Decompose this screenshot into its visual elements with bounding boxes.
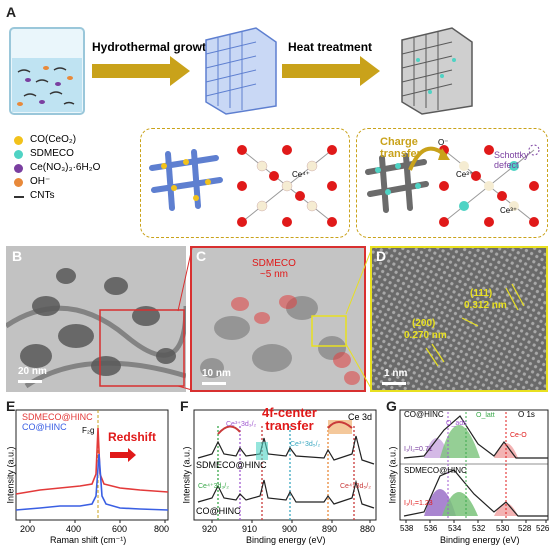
- panel-label-a: A: [6, 4, 17, 20]
- legend-dot-sdmeco: [14, 150, 23, 159]
- sdmeco-size-label: SDMECO ~5 nm: [252, 258, 296, 280]
- o-minus-label: O⁻: [438, 138, 449, 147]
- lattice-right: [439, 144, 540, 227]
- o1s-ylabel: Intensity (a.u.): [387, 446, 398, 504]
- schottky-label: Schottky defect: [494, 150, 529, 170]
- legend-oh: OH⁻: [30, 176, 51, 187]
- legend-cnts: CNTs: [30, 190, 55, 201]
- arrow-hydrothermal: [92, 56, 190, 86]
- legend-dot-oh: [14, 178, 23, 187]
- panel-label-c: C: [196, 248, 207, 264]
- plane-200: (200): [412, 318, 436, 329]
- o1s-bot-label: SDMECO@HINC: [404, 466, 467, 475]
- callout-box-right: [356, 128, 548, 238]
- xps-o1s-plot: [399, 409, 549, 523]
- o-latt-label-top: O_latt: [476, 412, 495, 419]
- legend-dot-ce: [14, 164, 23, 173]
- ce-o-label: Ce-O: [510, 432, 527, 439]
- scale-d: 1 nm: [384, 368, 408, 379]
- f2g-label: F₂g: [82, 426, 95, 435]
- ce3d-xtick-890: 890: [322, 524, 338, 534]
- legend-dot-co: [14, 136, 23, 145]
- panel-label-b: B: [12, 248, 23, 264]
- ratio-top: I₁/I₂=0.71: [404, 446, 433, 453]
- plane-111: (111): [470, 288, 493, 299]
- ce3d-xtick-900: 900: [282, 524, 298, 534]
- peak-ce3-52: Ce³⁺3d₅/₂: [290, 441, 321, 448]
- ce3d-title: Ce 3d: [348, 412, 373, 422]
- ce4-label: Ce⁴⁺: [292, 170, 310, 179]
- ce3d-xtick-910: 910: [242, 524, 258, 534]
- peak-ce4-52: Ce⁴⁺3d₅/₂: [340, 483, 371, 490]
- tem-image-b: B 20 nm: [6, 246, 186, 392]
- raman-xlabel: Raman shift (cm⁻¹): [50, 535, 127, 545]
- ce3-label: Ce³⁺: [456, 170, 474, 179]
- panel-label-g: G: [386, 398, 397, 414]
- legend-line-cnts: [14, 196, 24, 198]
- scale-c: 10 nm: [202, 368, 231, 379]
- xps-bot-label: CO@HINC: [196, 506, 241, 516]
- scale-b: 20 nm: [18, 366, 47, 377]
- charge-transfer-arrow: [408, 146, 450, 171]
- panel-label-d: D: [376, 248, 387, 264]
- plane-111-dist: 0.312 nm: [464, 300, 507, 311]
- callout-box-left: [140, 128, 350, 238]
- o1s-xtick-534: 534: [448, 524, 462, 533]
- raman-xtick-200: 200: [20, 524, 36, 534]
- ce3d-xlabel: Binding energy (eV): [246, 535, 326, 545]
- legend-e-sdmeco: SDMECO@HINC: [22, 412, 93, 422]
- legend-ce: Ce(NO₃)₃·6H₂O: [30, 162, 101, 173]
- step-heat: Heat treatment: [288, 40, 373, 54]
- o1s-title: O 1s: [518, 410, 535, 419]
- panel-label-f: F: [180, 398, 189, 414]
- o1s-xtick-532: 532: [472, 524, 486, 533]
- o1s-top-label: CO@HINC: [404, 410, 444, 419]
- charge-transfer-label: Charge transfer: [380, 136, 421, 160]
- o1s-xtick-528: 528: [518, 524, 532, 533]
- o1s-xlabel: Binding energy (eV): [440, 535, 520, 545]
- cube-gray: [401, 27, 473, 115]
- lattice-left: [237, 145, 337, 227]
- panel-label-e: E: [6, 398, 16, 414]
- redshift-label: Redshift: [108, 430, 156, 444]
- raman-ylabel: Intensity (a.u.): [5, 446, 16, 504]
- o-ads-label-top: O_ads: [446, 420, 467, 427]
- xps-top-label: SDMECO@HINC: [196, 460, 267, 470]
- o1s-xtick-538: 538: [400, 524, 414, 533]
- peak-ce3-32: Ce³⁺3d₃/₂: [226, 421, 257, 428]
- plane-200-dist: 0.270 nm: [404, 330, 447, 341]
- ce3d-ylabel: Intensity (a.u.): [181, 446, 192, 504]
- raman-plot: [15, 409, 169, 523]
- ce3-label-2: Ce³⁺: [500, 206, 518, 215]
- cube-blue: [205, 27, 277, 115]
- raman-xtick-400: 400: [66, 524, 82, 534]
- tem-image-d: D (111) 0.312 nm (200) 0.270 nm 1 nm: [370, 246, 548, 392]
- o1s-xtick-526: 526: [536, 524, 550, 533]
- o1s-xtick-536: 536: [424, 524, 438, 533]
- legend-co: CO(CeO₂): [30, 134, 77, 145]
- arrow-heat: [282, 56, 380, 86]
- peak-ce4-32: Ce⁴⁺3d₃/₂: [198, 483, 229, 490]
- ratio-bot: I₁/I₂=1.23: [404, 500, 433, 507]
- ce3d-xtick-880: 880: [360, 524, 376, 534]
- ce3d-xtick-920: 920: [202, 524, 218, 534]
- legend-e-co: CO@HINC: [22, 422, 67, 432]
- legend-sdmeco: SDMECO: [30, 148, 74, 159]
- mesh-blue: [149, 149, 223, 211]
- xps-ce3d-plot: [193, 409, 377, 523]
- o1s-xtick-530: 530: [496, 524, 510, 533]
- tem-image-c: C SDMECO ~5 nm 10 nm: [190, 246, 366, 392]
- transfer-label: 4f-center transfer: [262, 405, 317, 433]
- step-hydrothermal: Hydrothermal growth: [92, 40, 214, 54]
- raman-xtick-600: 600: [112, 524, 128, 534]
- raman-xtick-800: 800: [154, 524, 170, 534]
- beaker-illustration: [9, 27, 85, 115]
